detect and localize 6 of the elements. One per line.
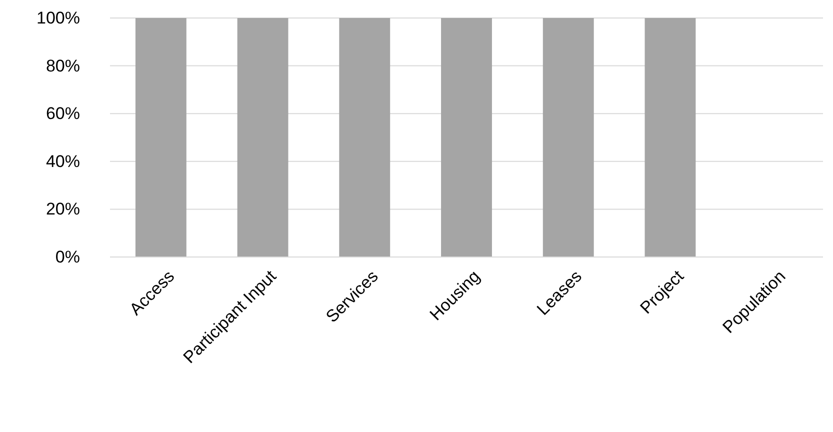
y-tick-label: 100% bbox=[36, 8, 80, 28]
y-tick-label: 40% bbox=[46, 152, 80, 171]
y-tick-label: 60% bbox=[46, 104, 80, 124]
y-tick-label: 80% bbox=[46, 56, 80, 76]
y-tick-label: 20% bbox=[46, 200, 80, 219]
y-tick-label: 0% bbox=[55, 247, 80, 266]
